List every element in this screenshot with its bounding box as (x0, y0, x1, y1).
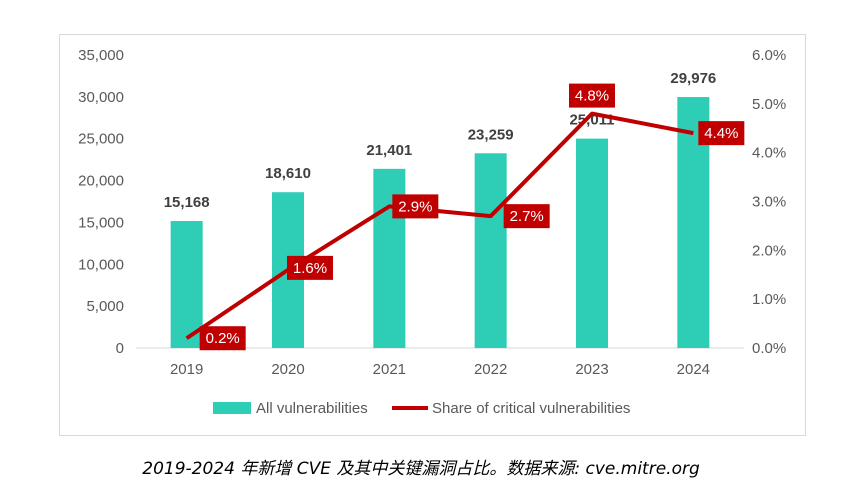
legend-label-bars: All vulnerabilities (256, 400, 368, 417)
y-left-tick-label: 25,000 (78, 131, 124, 148)
legend-swatch-bars (213, 402, 251, 414)
y-right-tick-label: 2.0% (752, 242, 786, 259)
line-value-label: 4.4% (704, 125, 738, 142)
y-left-tick-label: 0 (116, 340, 124, 357)
y-right-tick-label: 3.0% (752, 194, 786, 211)
y-left-tick-label: 10,000 (78, 256, 124, 273)
bar (474, 153, 507, 348)
y-left-tick-label: 35,000 (78, 47, 124, 64)
line-value-label-box (698, 121, 745, 146)
y-left-tick-label: 15,000 (78, 214, 124, 231)
x-tick-label: 2022 (474, 361, 507, 378)
y-right-tick-label: 4.0% (752, 145, 786, 162)
line-value-label: 0.2% (206, 330, 240, 347)
critical-share-line (185, 111, 694, 340)
line-value-label-box (287, 255, 333, 280)
x-tick-label: 2024 (677, 361, 710, 378)
line-value-label: 1.6% (293, 260, 327, 277)
bar-value-label: 21,401 (366, 142, 412, 159)
y-right-tick-label: 0.0% (752, 340, 786, 357)
line-value-label: 2.7% (510, 208, 544, 225)
y-right-tick-label: 5.0% (752, 96, 786, 113)
line-value-label-box (392, 194, 439, 219)
line-value-label-box (569, 83, 615, 108)
x-tick-label: 2023 (575, 361, 608, 378)
line-value-label: 2.9% (398, 198, 432, 215)
bar-value-label: 23,259 (468, 126, 514, 143)
x-tick-label: 2021 (373, 361, 406, 378)
y-right-tick-label: 6.0% (752, 47, 786, 64)
combo-chart: 0 5,000 10,000 15,000 20,000 25,000 30,000 35,0… (78, 47, 786, 417)
bar (170, 221, 203, 348)
bar (576, 138, 608, 348)
line-value-label: 4.8% (575, 88, 609, 105)
line-value-label-box (199, 326, 246, 351)
line-value-label-box (503, 204, 550, 229)
y-left-tick-label: 5,000 (86, 298, 124, 315)
figure-caption: 2019-2024 年新增 CVE 及其中关键漏洞占比。数据来源: cve.mi… (142, 459, 700, 479)
x-tick-label: 2020 (271, 361, 304, 378)
bar-value-label: 15,168 (164, 194, 210, 211)
y-left-tick-label: 30,000 (78, 89, 124, 106)
y-right-tick-label: 1.0% (752, 291, 786, 308)
y-left-tick-label: 20,000 (78, 173, 124, 190)
x-tick-label: 2019 (170, 361, 203, 378)
bar-value-label: 29,976 (670, 70, 716, 87)
bar-value-label: 18,610 (265, 165, 311, 182)
legend-label-line: Share of critical vulnerabilities (432, 400, 630, 417)
